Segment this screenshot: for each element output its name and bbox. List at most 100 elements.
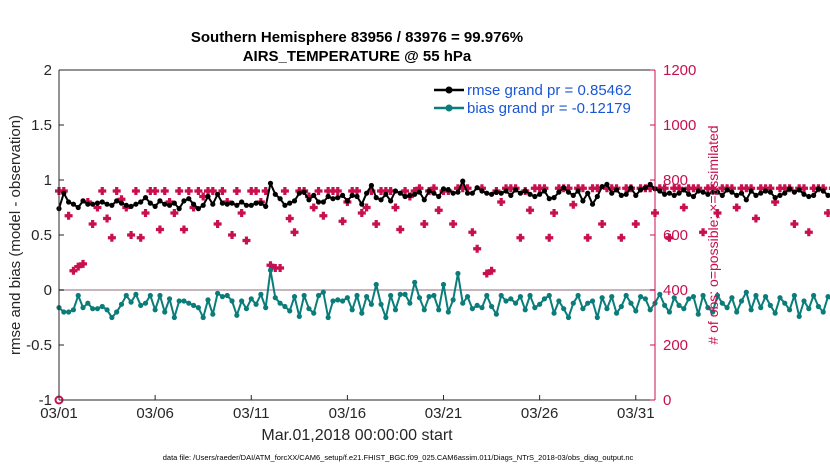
x-tick-label: 03/26 <box>521 405 559 422</box>
bias-point <box>743 289 749 295</box>
rmse-point <box>637 187 644 193</box>
obs-assimilated-marker <box>204 187 212 195</box>
bias-point <box>70 307 77 313</box>
obs-assimilated-marker <box>689 184 698 193</box>
obs-assimilated-marker <box>117 195 126 204</box>
obs-assimilated-marker <box>160 187 169 195</box>
rmse-point <box>258 200 264 206</box>
obs-assimilated-marker <box>703 184 712 193</box>
rmse-point <box>734 192 740 198</box>
obs-assimilated-marker <box>136 233 145 242</box>
chart-legend: rmse grand pr = 0.85462 bias grand pr = … <box>430 76 652 120</box>
bias-point <box>532 305 538 311</box>
obs-assimilated-marker <box>732 203 741 212</box>
rmse-point <box>234 202 240 208</box>
bias-point <box>258 291 264 297</box>
obs-assimilated-marker <box>228 231 237 239</box>
bias-point <box>75 292 81 299</box>
obs-assimilated-marker <box>449 220 458 228</box>
bias-point <box>556 298 562 304</box>
rmse-point <box>580 198 586 204</box>
bias-point <box>354 292 360 299</box>
obs-assimilated-marker <box>290 228 299 237</box>
rmse-point <box>248 202 254 208</box>
rmse-point <box>628 185 634 191</box>
rmse-point <box>604 181 610 187</box>
obs-assimilated-marker <box>665 233 674 242</box>
obs-assimilated-marker <box>304 192 313 201</box>
rmse-point <box>671 192 677 198</box>
rmse-point <box>613 187 620 193</box>
rmse-point <box>176 206 182 212</box>
rmse-point <box>782 190 788 196</box>
bias-point <box>455 270 461 277</box>
bias-point <box>445 309 451 315</box>
bias-point <box>320 289 326 295</box>
bias-point <box>508 296 514 302</box>
bias-point <box>772 310 778 316</box>
obs-assimilated-marker <box>261 187 270 195</box>
left-ticks: -1 -0.5 0 0.5 1 1.5 2 <box>26 62 64 409</box>
rmse-point <box>335 195 341 201</box>
bias-point <box>402 291 408 297</box>
rmse-point <box>287 200 293 206</box>
rmse-point <box>104 201 110 207</box>
bias-point <box>537 301 543 307</box>
bias-point <box>479 305 485 311</box>
rmse-point <box>267 180 274 186</box>
bias-point <box>66 309 72 315</box>
rmse-point <box>315 199 322 205</box>
bias-point <box>219 294 226 300</box>
obs-assimilated-marker <box>761 184 770 193</box>
rmse-point <box>359 201 365 207</box>
obs-assimilated-marker <box>718 184 727 193</box>
rmse-point <box>710 189 716 195</box>
rmse-point <box>123 202 129 208</box>
obs-assimilated-marker <box>564 184 573 193</box>
y-left-tick-label: 1.5 <box>31 117 52 134</box>
obs-assimilated-marker <box>824 209 830 217</box>
rmse-point <box>142 195 149 201</box>
rmse-point <box>291 198 298 204</box>
rmse-point <box>301 189 307 195</box>
bias-point <box>724 305 730 311</box>
bias-point <box>335 297 341 303</box>
obs-assimilated-marker <box>127 231 136 239</box>
obs-assimilated-marker <box>338 217 347 226</box>
obs-assimilated-marker <box>463 184 472 193</box>
rmse-point <box>522 188 528 194</box>
obs-assimilated-marker <box>742 184 751 193</box>
bias-point <box>133 291 139 297</box>
rmse-point <box>239 199 245 205</box>
bias-point <box>738 298 745 304</box>
rmse-point <box>75 204 81 211</box>
rmse-point <box>541 188 548 194</box>
bias-point <box>272 295 278 301</box>
bias-point <box>128 299 134 305</box>
bias-point <box>378 301 384 307</box>
bias-point <box>311 310 317 316</box>
rmse-point <box>210 201 216 207</box>
obs-assimilated-marker <box>578 184 587 193</box>
rmse-point <box>609 190 615 196</box>
bias-point <box>599 295 605 301</box>
rmse-point <box>412 191 418 197</box>
obs-assimilated-marker <box>429 184 438 193</box>
rmse-point <box>114 198 120 204</box>
obs-assimilated-marker <box>218 187 227 195</box>
bias-point <box>729 295 735 301</box>
rmse-point <box>474 185 480 191</box>
obs-assimilated-marker <box>280 187 289 195</box>
rmse-point <box>392 188 399 194</box>
bias-point <box>431 292 437 299</box>
bias-point <box>642 296 648 302</box>
rmse-point <box>80 198 86 204</box>
obs-assimilated-marker <box>410 187 419 195</box>
obs-assimilated-marker <box>487 266 496 275</box>
rmse-point <box>690 193 697 200</box>
obs-assimilated-marker <box>194 187 203 195</box>
obs-assimilated-marker <box>208 187 217 195</box>
bias-point <box>657 291 663 297</box>
obs-assimilated-marker <box>396 225 405 234</box>
y-right-tick-label: 200 <box>663 337 688 354</box>
